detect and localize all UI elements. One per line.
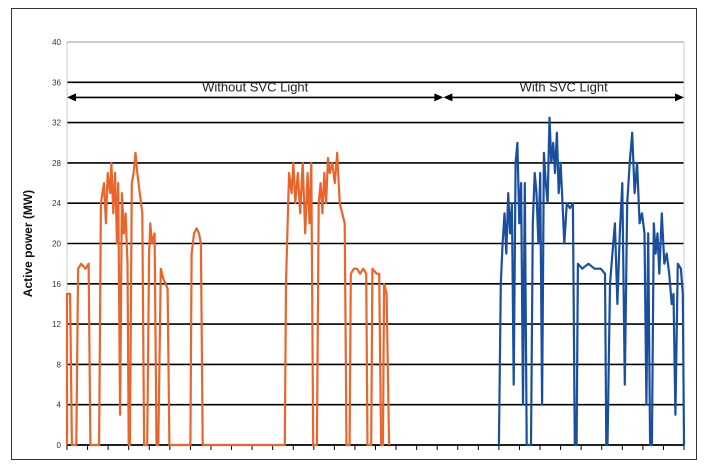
y-tick-label: 4 (57, 401, 62, 410)
arrowhead-left-0 (67, 93, 76, 102)
y-tick-label: 12 (52, 320, 61, 329)
annotation-without-svc: Without SVC Light (202, 79, 309, 94)
y-tick-label: 16 (52, 280, 61, 289)
series-line-1 (497, 116, 686, 447)
series-layer (65, 116, 686, 447)
y-tick-label: 40 (52, 38, 61, 47)
arrowhead-right-0 (434, 93, 444, 102)
y-tick-label: 0 (57, 441, 62, 450)
series-line-0 (65, 151, 391, 447)
arrowhead-left-1 (443, 93, 453, 102)
line-chart: 0 4 8 12 16 20 24 28 32 36 40 Without SVC Light Wi… (21, 38, 686, 450)
y-tick-label: 28 (52, 159, 61, 168)
annotations: Without SVC Light With SVC Light (67, 79, 684, 102)
y-axis-label: Active power (MW) (21, 190, 35, 297)
annotation-with-svc: With SVC Light (520, 79, 609, 94)
y-tick-label: 8 (57, 360, 62, 369)
y-tick-label: 32 (52, 119, 61, 128)
chart-frame: 0 4 8 12 16 20 24 28 32 36 40 Without SVC Light Wi… (11, 8, 697, 460)
y-tick-label: 24 (52, 199, 61, 208)
arrowhead-right-1 (675, 93, 684, 102)
y-tick-label: 36 (52, 78, 61, 87)
y-tick-label: 20 (52, 240, 61, 249)
